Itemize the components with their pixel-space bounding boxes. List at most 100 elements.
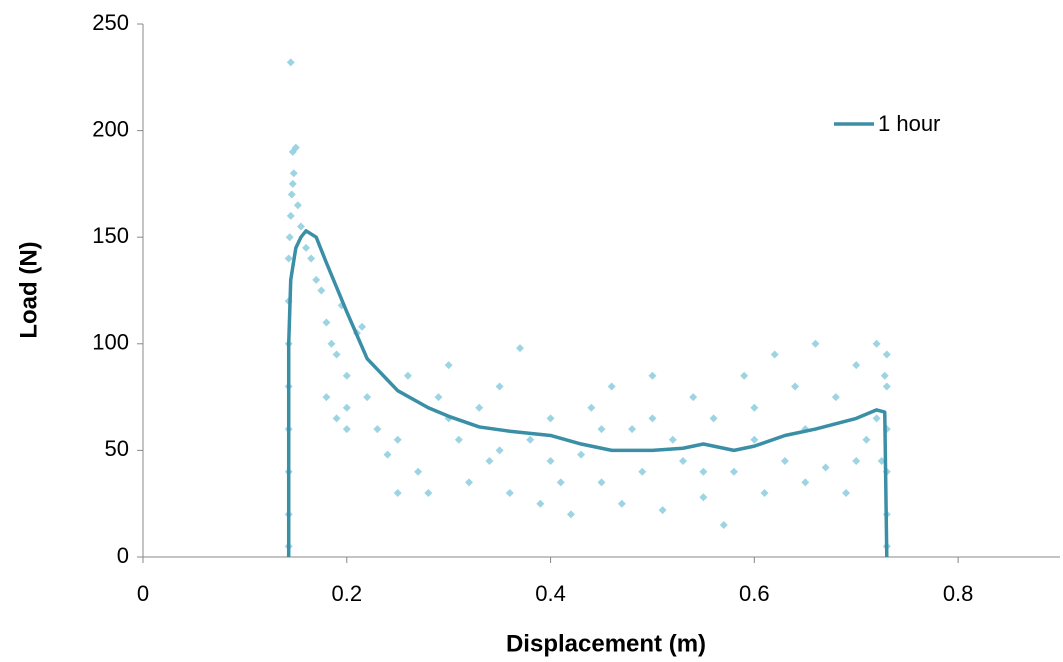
scatter-point: [358, 322, 367, 331]
scatter-point: [289, 169, 298, 178]
scatter-point: [312, 275, 321, 284]
scatter-point: [811, 339, 820, 348]
scatter-point: [638, 467, 647, 476]
y-axis-title: Load (N): [15, 241, 42, 338]
scatter-point: [668, 435, 677, 444]
scatter-point: [801, 478, 810, 487]
scatter-point: [882, 382, 891, 391]
scatter-point: [791, 382, 800, 391]
y-tick-label: 0: [117, 543, 129, 568]
scatter-point: [709, 414, 718, 423]
scatter-point: [679, 457, 688, 466]
scatter-point: [322, 318, 331, 327]
scatter-point: [699, 467, 708, 476]
scatter-point: [566, 510, 575, 519]
scatter-point: [597, 425, 606, 434]
y-tick-label: 100: [92, 330, 129, 355]
scatter-point: [342, 371, 351, 380]
scatter-point: [729, 467, 738, 476]
scatter-point: [485, 457, 494, 466]
scatter-point: [505, 489, 514, 498]
scatter-point: [526, 435, 535, 444]
y-tick-label: 200: [92, 116, 129, 141]
scatter-point: [852, 361, 861, 370]
scatter-point: [475, 403, 484, 412]
scatter-point: [648, 371, 657, 380]
scatter-point: [536, 499, 545, 508]
scatter-point: [317, 286, 326, 295]
scatter-point: [302, 243, 311, 252]
scatter-point: [556, 478, 565, 487]
scatter-point: [286, 58, 295, 67]
scatter-point: [454, 435, 463, 444]
y-tick-label: 250: [92, 10, 129, 35]
scatter-point: [689, 393, 698, 402]
scatter-point: [495, 446, 504, 455]
scatter-point: [880, 371, 889, 380]
scatter-point: [291, 143, 300, 152]
scatter-point: [288, 179, 297, 188]
scatter-point: [383, 450, 392, 459]
scatter-point: [322, 393, 331, 402]
y-tick-label: 50: [105, 436, 129, 461]
x-tick-label: 0.6: [739, 581, 770, 606]
scatter-point: [740, 371, 749, 380]
scatter-point: [327, 339, 336, 348]
scatter-point: [719, 521, 728, 530]
scatter-point: [821, 463, 830, 472]
scatter-point: [872, 414, 881, 423]
scatter-point: [424, 489, 433, 498]
scatter-point: [658, 506, 667, 515]
scatter-point: [872, 339, 881, 348]
x-tick-label: 0.8: [943, 581, 974, 606]
scatter-point: [770, 350, 779, 359]
scatter-point: [546, 457, 555, 466]
scatter-point: [393, 489, 402, 498]
scatter-point: [414, 467, 423, 476]
scatter-point: [465, 478, 474, 487]
scatter-point: [373, 425, 382, 434]
scatter-point: [307, 254, 316, 263]
scatter-point: [284, 254, 293, 263]
scatter-point: [842, 489, 851, 498]
y-tick-label: 150: [92, 223, 129, 248]
scatter-point: [862, 435, 871, 444]
scatter-point: [780, 457, 789, 466]
x-tick-label: 0.2: [331, 581, 362, 606]
scatter-point: [852, 457, 861, 466]
scatter-point: [332, 414, 341, 423]
x-axis-title: Displacement (m): [506, 630, 706, 657]
scatter-point: [546, 414, 555, 423]
scatter-point: [597, 478, 606, 487]
scatter-point: [515, 344, 524, 353]
scatter-point: [750, 403, 759, 412]
scatter-point: [831, 393, 840, 402]
scatter-point: [363, 393, 372, 402]
scatter-point: [286, 211, 295, 220]
scatter-point: [293, 201, 302, 210]
scatter-point: [285, 233, 294, 242]
scatter-point: [495, 382, 504, 391]
scatter-point: [403, 371, 412, 380]
scatter-point: [587, 403, 596, 412]
x-tick-label: 0: [137, 581, 149, 606]
scatter-point: [882, 350, 891, 359]
scatter-point: [750, 435, 759, 444]
scatter-point: [332, 350, 341, 359]
scatter-point: [444, 361, 453, 370]
scatter-point: [607, 382, 616, 391]
line: [286, 229, 889, 558]
x-tick-label: 0.4: [535, 581, 566, 606]
scatter-point: [617, 499, 626, 508]
legend-label: 1 hour: [878, 111, 940, 136]
scatter-point: [648, 414, 657, 423]
scatter-point: [342, 425, 351, 434]
scatter-point: [434, 393, 443, 402]
scatter-point: [760, 489, 769, 498]
scatter-point: [577, 450, 586, 459]
scatter-point: [393, 435, 402, 444]
scatter-point: [342, 403, 351, 412]
scatter-point: [287, 190, 296, 199]
scatter-point: [699, 493, 708, 502]
